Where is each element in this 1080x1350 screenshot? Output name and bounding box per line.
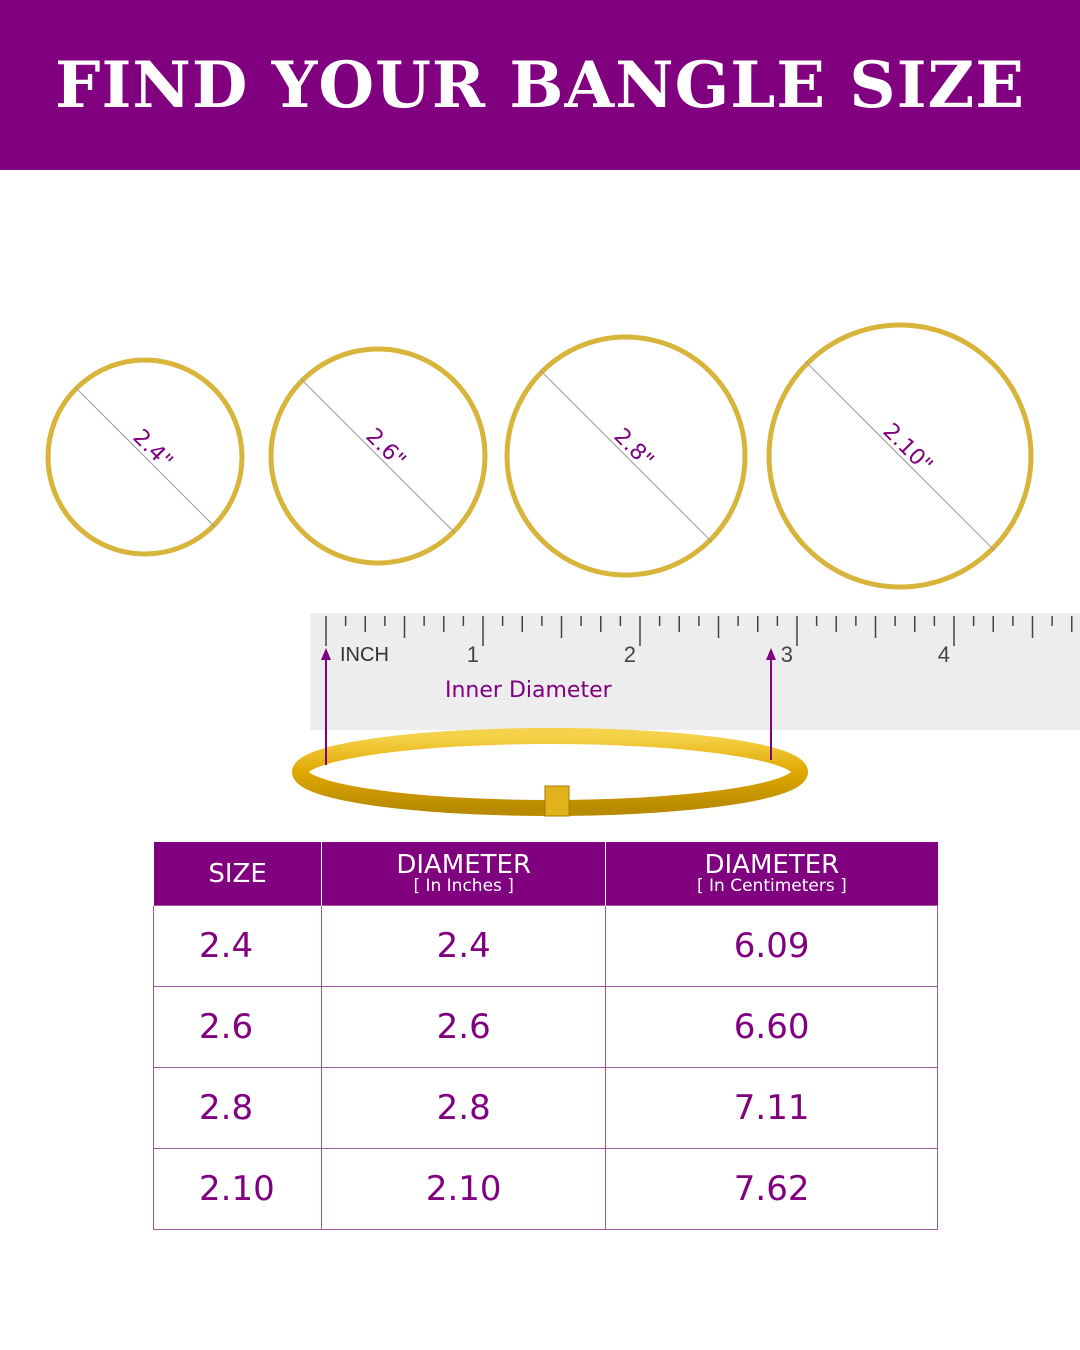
- table-row: 2.6 2.6 6.60: [152, 986, 938, 1068]
- column-header: SIZE: [152, 842, 322, 906]
- ruler-number: 4: [938, 642, 950, 667]
- table-cell: 7.62: [605, 1148, 938, 1230]
- table-cell: 2.8: [152, 1067, 323, 1149]
- bangle-size-label: 2.6": [361, 424, 411, 474]
- table-cell: 7.11: [605, 1067, 938, 1149]
- title-banner: FIND YOUR BANGLE SIZE: [0, 0, 1080, 170]
- table-cell: 2.8: [321, 1067, 607, 1149]
- ruler-unit-label: INCH: [340, 644, 389, 666]
- inner-diameter-caption: Inner Diameter: [445, 678, 613, 703]
- arrow-up-icon: [321, 648, 331, 660]
- table-cell: 2.10: [152, 1148, 323, 1230]
- header-subtitle: [ In Inches ]: [413, 875, 514, 896]
- bangle-size-label: 2.10": [878, 419, 937, 478]
- diameter-line: [300, 378, 456, 534]
- column-header: DIAMETER[ In Centimeters ]: [605, 842, 938, 906]
- column-header: DIAMETER[ In Inches ]: [321, 842, 606, 906]
- diameter-line: [805, 361, 995, 551]
- ruler-number: 1: [467, 642, 479, 667]
- table-cell: 6.09: [605, 905, 938, 987]
- bangle-circle: [766, 322, 1034, 590]
- header-title: SIZE: [208, 858, 267, 889]
- table-cell: 2.6: [321, 986, 607, 1068]
- diameter-line: [539, 369, 713, 543]
- table-cell: 2.4: [152, 905, 323, 987]
- bangle-circle: [45, 357, 245, 557]
- bangle-hinge: [544, 785, 570, 817]
- arrow-up-icon: [766, 648, 776, 660]
- table-cell: 6.60: [605, 986, 938, 1068]
- page-title: FIND YOUR BANGLE SIZE: [55, 47, 1025, 123]
- ruler-number: 2: [624, 642, 636, 667]
- illustration: 2.4" 2.6" 2.8" 2.10" INCH 1 2 3 4 Inner Diamet…: [45, 322, 1080, 817]
- size-table: SIZE DIAMETER[ In Inches ] DIAMETER[ In Ce…: [152, 842, 938, 1230]
- bangle-size-label: 2.4": [128, 425, 178, 475]
- table-row: 2.10 2.10 7.62: [152, 1148, 938, 1230]
- header-title: DIAMETER: [396, 849, 532, 880]
- ruler-number: 3: [781, 642, 793, 667]
- ruler: [310, 613, 1080, 730]
- bangle-circle: [268, 346, 488, 566]
- table-cell: 2.6: [152, 986, 323, 1068]
- table-cell: 2.10: [321, 1148, 607, 1230]
- bangle-circle: [504, 334, 748, 578]
- diameter-line: [74, 386, 216, 528]
- table-cell: 2.4: [321, 905, 607, 987]
- bangle-size-label: 2.8": [609, 424, 659, 474]
- header-subtitle: [ In Centimeters ]: [697, 875, 847, 896]
- table-row: 2.8 2.8 7.11: [152, 1067, 938, 1149]
- header-title: DIAMETER: [704, 849, 840, 880]
- table-row: 2.4 2.4 6.09: [152, 905, 938, 987]
